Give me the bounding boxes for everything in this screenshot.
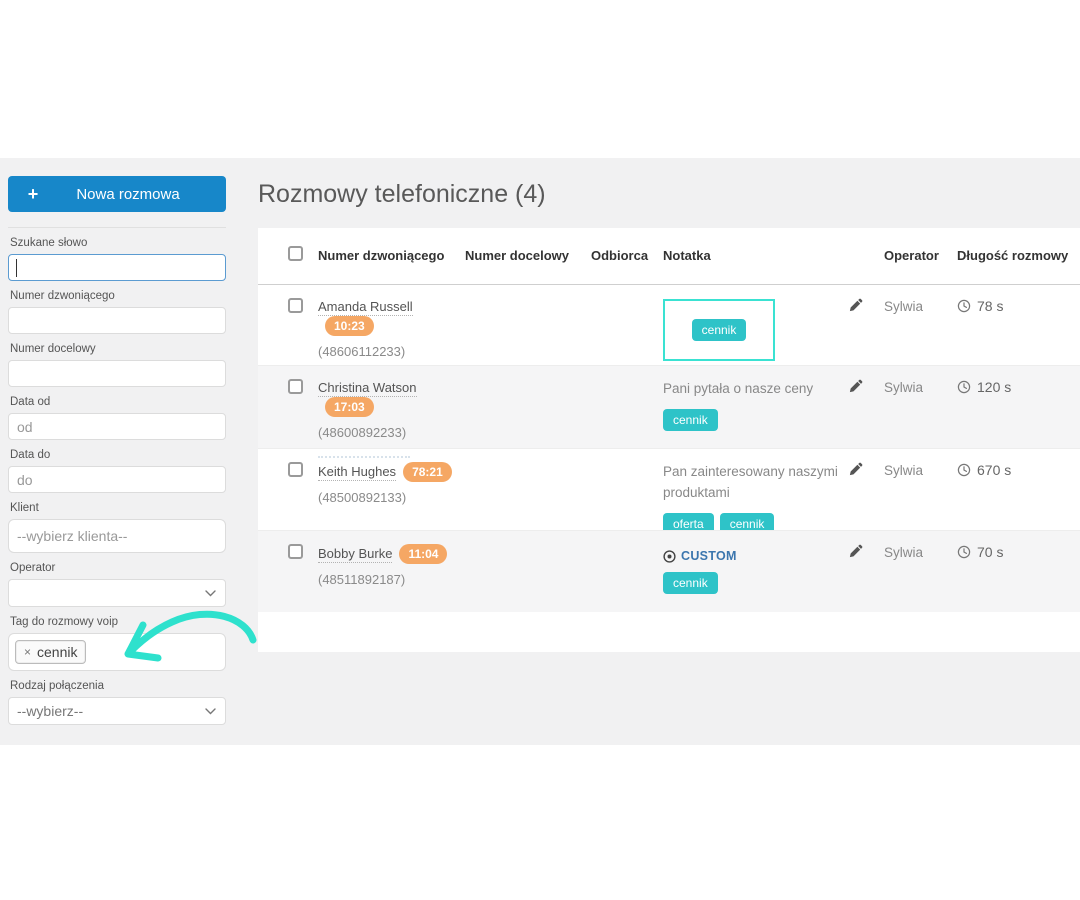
client-placeholder: --wybierz klienta--: [17, 528, 128, 544]
duration-value: 78 s: [977, 298, 1004, 314]
call-type-select[interactable]: --wybierz--: [8, 697, 226, 725]
header-target: Numer docelowy: [465, 248, 570, 263]
operator-select[interactable]: [8, 579, 226, 607]
caller-number-input[interactable]: [8, 307, 226, 334]
edit-pencil-icon[interactable]: [849, 379, 863, 393]
caller-phone: (48511892187): [318, 572, 406, 587]
annotation-highlight-box: cennik: [663, 299, 775, 361]
call-time-badge: 10:23: [325, 316, 374, 336]
clock-icon: [957, 545, 971, 559]
call-type-select-value: --wybierz--: [17, 703, 84, 719]
search-input[interactable]: [8, 254, 226, 281]
clock-icon: [957, 299, 971, 313]
note-tag[interactable]: cennik: [663, 408, 718, 431]
client-label: Klient: [10, 502, 39, 514]
calls-table-card: Numer dzwoniącego Numer docelowy Odbiorc…: [258, 228, 1080, 652]
app-background: + Nowa rozmowa Szukane słowo Numer dzwon…: [0, 158, 1080, 745]
date-from-placeholder: od: [17, 418, 33, 435]
new-call-button-label: Nowa rozmowa: [76, 185, 180, 203]
text-caret: [16, 259, 17, 277]
date-to-placeholder: do: [17, 471, 33, 488]
caller-phone: (48500892133): [318, 490, 407, 505]
row-checkbox[interactable]: [288, 379, 303, 394]
duration-value: 670 s: [977, 462, 1012, 478]
note-text: Pani pytała o nasze ceny: [663, 381, 814, 396]
operator-name: Sylwia: [884, 380, 924, 395]
header-caller: Numer dzwoniącego: [318, 248, 445, 263]
remove-icon[interactable]: ×: [24, 645, 32, 659]
note-tag[interactable]: cennik: [691, 319, 747, 341]
caller-phone: (48606112233): [318, 344, 406, 359]
caller-name-link[interactable]: Keith Hughes: [318, 464, 397, 481]
caller-name-link[interactable]: Christina Watson: [318, 380, 417, 397]
call-type-label: Rodzaj połączenia: [10, 680, 104, 692]
note-text: Pan zainteresowany naszymi produktami: [663, 464, 838, 500]
header-note: Notatka: [663, 248, 711, 263]
search-label: Szukane słowo: [10, 237, 88, 249]
operator-label: Operator: [10, 562, 56, 574]
plus-icon: +: [27, 183, 39, 204]
edit-pencil-icon[interactable]: [849, 462, 863, 476]
header-duration: Długość rozmowy: [957, 248, 1069, 263]
call-time-badge: 17:03: [325, 397, 374, 417]
caller-phone: (48600892233): [318, 425, 407, 440]
header-operator: Operator: [884, 248, 939, 263]
target-number-input[interactable]: [8, 360, 226, 387]
clock-icon: [957, 463, 971, 477]
chevron-down-icon: [205, 590, 216, 597]
tag-chip-cennik[interactable]: × cennik: [15, 640, 87, 664]
caller-name-link[interactable]: Bobby Burke: [318, 546, 393, 563]
table-row: Amanda Russell10:23 (48606112233) cennik…: [258, 285, 1080, 365]
table-header-row: Numer dzwoniącego Numer docelowy Odbiorc…: [258, 228, 1080, 285]
date-to-input[interactable]: do: [8, 466, 226, 493]
row-checkbox[interactable]: [288, 544, 303, 559]
call-time-badge: 78:21: [403, 462, 452, 482]
voip-tag-label: Tag do rozmowy voip: [10, 616, 119, 628]
date-to-label: Data do: [10, 449, 51, 461]
chevron-down-icon: [205, 708, 216, 715]
filter-sidebar: + Nowa rozmowa Szukane słowo Numer dzwon…: [0, 158, 232, 745]
redacted-text: [318, 452, 410, 458]
table-row: Keith Hughes 78:21 (48500892133) Pan zain…: [258, 448, 1080, 535]
client-input[interactable]: --wybierz klienta--: [8, 519, 226, 553]
sidebar-divider: [8, 227, 226, 228]
custom-note-label: CUSTOM: [681, 549, 737, 563]
caller-name-link[interactable]: Amanda Russell: [318, 299, 413, 316]
operator-name: Sylwia: [884, 463, 924, 478]
note-tag[interactable]: cennik: [719, 512, 775, 535]
duration-value: 120 s: [977, 379, 1012, 395]
call-time-badge: 11:04: [399, 544, 448, 564]
date-from-input[interactable]: od: [8, 413, 226, 440]
row-checkbox[interactable]: [288, 462, 303, 477]
target-number-label: Numer docelowy: [10, 343, 96, 355]
edit-pencil-icon[interactable]: [849, 298, 863, 312]
voip-tag-input[interactable]: × cennik: [8, 633, 226, 671]
tag-chip-label: cennik: [37, 644, 78, 660]
note-tag[interactable]: cennik: [663, 572, 718, 594]
note-tag[interactable]: oferta: [663, 512, 714, 535]
target-icon: [663, 549, 676, 563]
row-checkbox[interactable]: [288, 298, 303, 313]
new-call-button[interactable]: + Nowa rozmowa: [8, 176, 226, 212]
table-row: Bobby Burke 11:04 (48511892187) CUSTOM ce…: [258, 530, 1080, 612]
operator-name: Sylwia: [884, 299, 924, 314]
duration-value: 70 s: [977, 544, 1004, 560]
select-all-checkbox[interactable]: [288, 246, 303, 261]
edit-pencil-icon[interactable]: [849, 544, 863, 558]
caller-number-label: Numer dzwoniącego: [10, 290, 115, 302]
table-row: Christina Watson17:03 (48600892233) Pani…: [258, 365, 1080, 458]
operator-name: Sylwia: [884, 545, 924, 560]
clock-icon: [957, 380, 971, 394]
custom-note-link[interactable]: CUSTOM: [663, 549, 849, 563]
header-recipient: Odbiorca: [591, 248, 649, 263]
page-title: Rozmowy telefoniczne (4): [258, 180, 546, 208]
date-from-label: Data od: [10, 396, 51, 408]
